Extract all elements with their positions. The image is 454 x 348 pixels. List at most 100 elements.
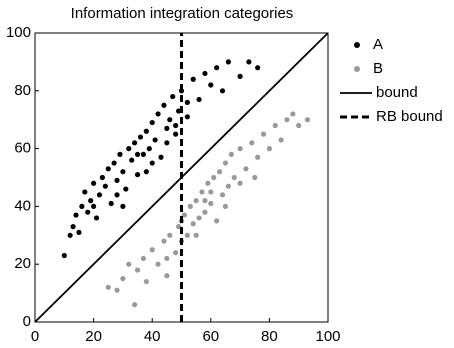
legend-marker <box>354 66 360 72</box>
point <box>108 200 114 207</box>
point <box>99 174 105 181</box>
point <box>196 215 202 221</box>
point <box>134 172 141 178</box>
point <box>120 203 126 209</box>
point <box>143 278 149 285</box>
point <box>79 203 85 209</box>
x-tick-label: 60 <box>202 328 219 345</box>
point <box>214 65 220 71</box>
point <box>231 174 237 181</box>
point <box>164 125 170 131</box>
point <box>85 209 91 215</box>
point <box>120 169 126 175</box>
point <box>199 189 205 195</box>
point <box>193 198 199 204</box>
point <box>190 76 196 82</box>
point <box>164 255 170 262</box>
point <box>105 166 111 172</box>
chart-title: Information integration categories <box>71 5 294 22</box>
point <box>61 252 67 259</box>
point <box>82 189 88 195</box>
point <box>228 151 234 157</box>
point <box>175 108 182 114</box>
point <box>140 255 147 262</box>
point <box>225 59 231 65</box>
point <box>219 88 226 94</box>
point <box>237 146 243 152</box>
point <box>155 261 161 267</box>
point <box>126 146 132 152</box>
point <box>214 218 220 224</box>
point <box>67 232 73 238</box>
point <box>152 137 158 143</box>
point <box>158 154 164 160</box>
point <box>96 192 103 198</box>
point <box>202 198 208 204</box>
point <box>164 140 170 146</box>
x-tick-label: 40 <box>144 328 161 345</box>
point <box>149 160 155 166</box>
legend-label: bound <box>376 84 418 101</box>
point <box>181 212 188 218</box>
legend-label: A <box>373 36 383 53</box>
point <box>208 200 214 207</box>
point <box>222 160 229 166</box>
point <box>222 203 229 209</box>
point <box>143 128 149 134</box>
point <box>296 122 302 129</box>
point <box>196 96 202 103</box>
point <box>184 232 190 238</box>
y-tick-label: 20 <box>14 255 31 272</box>
point <box>304 117 311 123</box>
point <box>117 151 123 157</box>
point <box>208 82 214 88</box>
point <box>243 166 249 172</box>
point <box>211 174 217 181</box>
point <box>184 99 190 105</box>
point <box>137 134 144 140</box>
point <box>184 114 190 120</box>
point <box>161 238 167 244</box>
point <box>255 154 261 160</box>
point <box>190 221 196 227</box>
point <box>237 180 243 186</box>
point <box>140 151 147 157</box>
point <box>102 183 108 189</box>
point <box>155 111 161 117</box>
point <box>193 232 199 238</box>
point <box>111 160 117 166</box>
point <box>216 169 223 175</box>
point <box>126 261 132 267</box>
point <box>225 183 231 189</box>
point <box>246 59 252 65</box>
y-tick-label: 100 <box>6 24 31 41</box>
point <box>129 157 135 163</box>
legend-label: RB bound <box>376 108 443 125</box>
point <box>132 302 138 308</box>
point <box>114 177 120 183</box>
point <box>161 102 167 108</box>
point <box>173 250 179 256</box>
point <box>73 212 79 218</box>
point <box>272 122 278 129</box>
point <box>105 284 111 290</box>
point <box>132 140 138 146</box>
point <box>260 131 267 137</box>
point <box>219 192 226 198</box>
point <box>167 117 173 123</box>
legend-marker <box>354 42 360 48</box>
point <box>149 247 155 253</box>
point <box>123 186 129 192</box>
point <box>120 276 126 282</box>
point <box>202 209 208 215</box>
point <box>70 224 76 230</box>
point <box>149 119 155 126</box>
point <box>114 287 120 293</box>
x-tick-label: 100 <box>315 328 340 345</box>
point <box>167 232 173 238</box>
point <box>173 131 179 137</box>
x-tick-label: 20 <box>85 328 102 345</box>
point <box>91 203 97 209</box>
point <box>91 180 97 186</box>
